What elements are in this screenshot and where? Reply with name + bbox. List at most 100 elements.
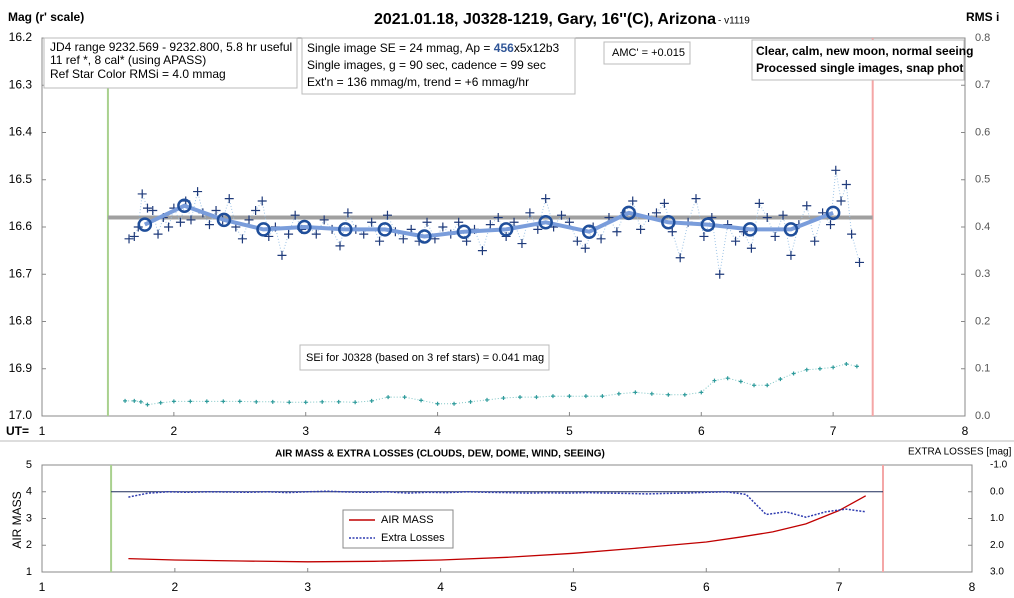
y-tick-label: 4 xyxy=(26,486,32,498)
data-point xyxy=(699,231,709,241)
legend-label: AIR MASS xyxy=(381,514,434,526)
data-point xyxy=(691,194,701,204)
data-point xyxy=(636,224,646,234)
data-point xyxy=(612,227,622,237)
x-tick-label: 4 xyxy=(434,424,441,438)
y2-tick-label: 0.6 xyxy=(975,126,990,138)
x-tick-label: 7 xyxy=(830,424,837,438)
data-point xyxy=(204,399,209,404)
y2-tick-label: 0.1 xyxy=(975,363,990,375)
bin-point xyxy=(137,217,153,232)
data-point xyxy=(145,402,150,407)
annotation: Ext'n = 136 mmag/m, trend = +6 mmag/hr xyxy=(307,75,529,89)
data-point xyxy=(567,394,572,399)
annotations: JD4 range 9232.569 - 9232.800, 5.8 hr us… xyxy=(43,37,973,371)
y-tick-label: 16.5 xyxy=(9,172,33,186)
data-point xyxy=(725,376,730,381)
data-point xyxy=(580,243,590,253)
data-point xyxy=(831,365,836,370)
data-point xyxy=(596,234,606,244)
bin-point xyxy=(825,205,841,221)
data-point xyxy=(171,399,176,404)
data-point xyxy=(533,224,543,234)
data-point xyxy=(802,201,812,211)
data-point xyxy=(290,210,300,220)
annotation-box xyxy=(301,37,576,95)
data-point xyxy=(336,399,341,404)
y-tick-label: 16.7 xyxy=(9,266,33,280)
data-point xyxy=(836,196,846,206)
data-point xyxy=(175,217,185,227)
annotation-box xyxy=(751,39,965,81)
data-point xyxy=(791,371,796,376)
data-point xyxy=(148,205,158,215)
x-tick-label: 2 xyxy=(172,580,179,594)
y-tick-label: 5 xyxy=(26,459,32,471)
y2-tick-label: -1.0 xyxy=(990,460,1008,471)
data-point xyxy=(841,179,851,189)
series-line xyxy=(128,490,866,518)
data-point xyxy=(419,398,424,403)
data-point xyxy=(435,401,440,406)
data-point xyxy=(477,246,487,256)
y2-axis-label: EXTRA LOSSES [mag] xyxy=(908,447,1012,458)
y-tick-label: 2 xyxy=(26,539,32,551)
y2-tick-label: 0.0 xyxy=(990,486,1004,497)
data-point xyxy=(541,194,551,204)
data-point xyxy=(452,401,457,406)
y-tick-label: 16.9 xyxy=(9,361,33,375)
data-point xyxy=(254,399,259,404)
data-point xyxy=(509,217,519,227)
x-tick-label: 7 xyxy=(836,580,843,594)
data-point xyxy=(517,239,527,249)
data-point xyxy=(550,394,555,399)
legend-box xyxy=(342,509,454,549)
data-point xyxy=(353,400,358,405)
data-point xyxy=(221,399,226,404)
data-point xyxy=(765,383,770,388)
data-point xyxy=(534,395,539,400)
data-point xyxy=(778,377,783,382)
data-point xyxy=(659,198,669,208)
y-tick-label: 16.8 xyxy=(9,314,33,328)
annotation: Processed single images, snap phot xyxy=(756,61,963,75)
x-tick-label: 3 xyxy=(304,580,311,594)
y-axis-label: Mag (r' scale) xyxy=(8,10,84,24)
data-point xyxy=(137,189,147,199)
bin-point xyxy=(742,222,758,237)
bin-point xyxy=(700,217,716,232)
bin-point xyxy=(783,222,799,237)
data-point xyxy=(786,250,796,260)
data-point xyxy=(257,196,267,206)
annotation: AMC' = +0.015 xyxy=(612,47,685,59)
y2-tick-label: 2.0 xyxy=(990,540,1004,551)
annotation-part: 456 xyxy=(494,41,514,55)
x-tick-label: 5 xyxy=(570,580,577,594)
bin-point xyxy=(338,222,353,237)
annotation-part: Single image SE = 24 mmag, Ap = xyxy=(307,41,494,55)
data-point xyxy=(244,215,254,225)
data-point xyxy=(382,210,392,220)
data-point xyxy=(525,208,535,218)
annotation-box xyxy=(43,37,298,89)
data-point xyxy=(831,165,841,175)
annotation-part: x5x12b3 xyxy=(514,41,560,55)
data-point xyxy=(237,234,247,244)
y-tick-label: 3 xyxy=(26,512,32,524)
bin-point xyxy=(498,222,514,237)
y2-tick-label: 0.7 xyxy=(975,79,990,91)
bin-point xyxy=(538,215,553,230)
series-line xyxy=(125,363,858,406)
data-point xyxy=(153,229,163,239)
data-point xyxy=(186,215,196,225)
y2-axis-label: RMS i xyxy=(966,10,999,24)
light-curve-plot: 1 2 3 4 5 6 7 816.216.316.416.516.616.716.816.9… xyxy=(9,30,991,438)
data-point xyxy=(854,364,859,369)
bin-point xyxy=(377,222,393,237)
x-tick-label: 4 xyxy=(437,580,444,594)
annotation: Clear, calm, new moon, normal seeing xyxy=(756,44,973,58)
y2-tick-label: 0.0 xyxy=(975,410,990,422)
data-point xyxy=(628,196,638,206)
data-point xyxy=(438,222,448,232)
data-point xyxy=(320,399,325,404)
